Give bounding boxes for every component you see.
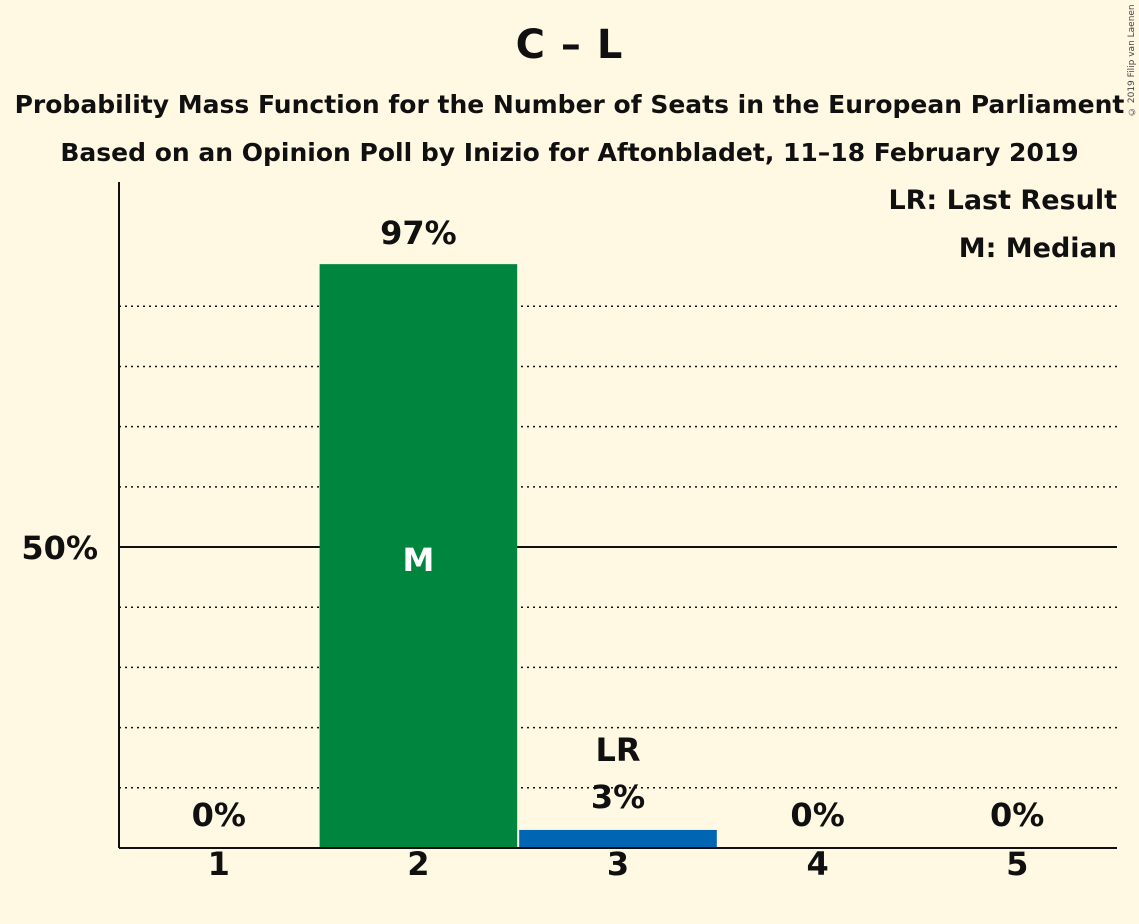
chart-title: C – L [515, 22, 624, 68]
x-tick-label-5: 5 [1006, 845, 1028, 883]
x-tick-label-2: 2 [407, 845, 429, 883]
axes [118, 182, 1117, 849]
median-marker: M [402, 541, 434, 579]
bar-3 [519, 829, 717, 848]
x-tick-label-1: 1 [208, 845, 230, 883]
value-label-2: 97% [380, 214, 457, 252]
y-tick-label-50: 50% [21, 529, 98, 567]
chart-subtitle: Probability Mass Function for the Number… [14, 90, 1125, 119]
bars [319, 264, 717, 849]
value-label-1: 0% [192, 796, 246, 834]
value-label-5: 0% [990, 796, 1044, 834]
legend-median: M: Median [959, 233, 1117, 264]
bar-2 [319, 264, 518, 849]
value-label-3: 3% [591, 778, 645, 816]
x-tick-label-4: 4 [806, 845, 828, 883]
x-tick-label-3: 3 [607, 845, 629, 883]
value-label-4: 0% [790, 796, 844, 834]
legend-last-result: LR: Last Result [888, 185, 1117, 216]
gridlines [119, 305, 1117, 789]
chart-subtitle-source: Based on an Opinion Poll by Inizio for A… [60, 138, 1079, 167]
last-result-marker: LR [595, 731, 640, 769]
labels: 50%1 2 3 4 50%97%M3%LR0% 0% [21, 214, 1044, 883]
